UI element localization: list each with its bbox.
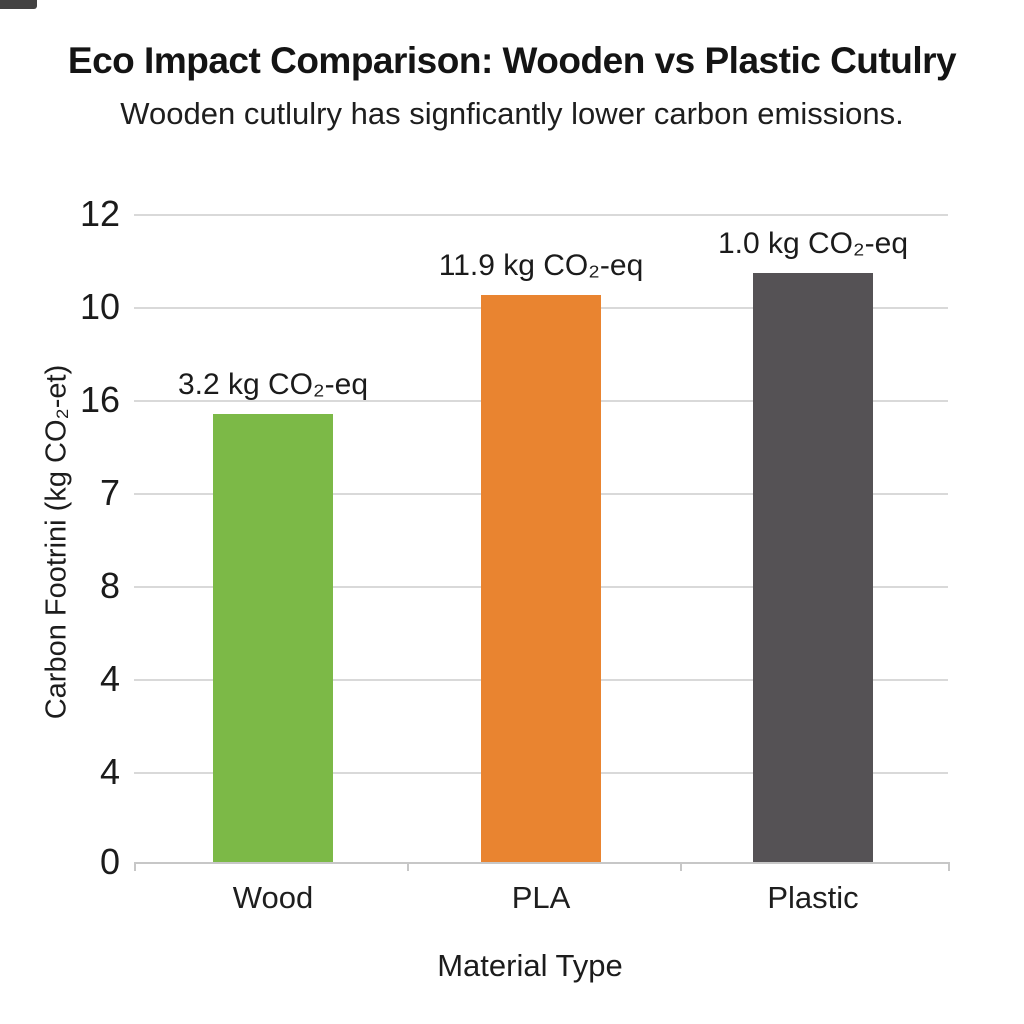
bar-plastic — [753, 273, 873, 862]
x-axis-tick — [134, 862, 136, 871]
x-category-label: Wood — [232, 880, 314, 915]
gridline — [134, 214, 948, 216]
bar-pla — [481, 295, 601, 862]
y-tick-label: 4 — [99, 658, 120, 699]
y-tick-label: 4 — [99, 751, 120, 792]
y-tick-label: 0 — [99, 841, 120, 882]
bar-value-label: 11.9 kg CO₂-eq — [438, 249, 644, 282]
y-tick-label: 16 — [79, 379, 120, 420]
x-axis-tick — [407, 862, 409, 871]
x-category-label: Plastic — [767, 880, 859, 915]
chart-title: Eco Impact Comparison: Wooden vs Plastic… — [67, 40, 957, 81]
x-axis-tick — [948, 862, 950, 871]
y-tick-label: 8 — [99, 565, 120, 606]
x-axis-label: Material Type — [437, 948, 623, 983]
y-tick-label: 10 — [79, 286, 120, 327]
x-axis-tick — [680, 862, 682, 871]
bar-wood — [213, 414, 333, 862]
y-tick-label: 7 — [99, 472, 120, 513]
bar-value-label: 1.0 kg CO₂-eq — [717, 227, 909, 260]
y-tick-label: 12 — [79, 193, 120, 234]
chart-subtitle: Wooden cutlulry has signficantly lower c… — [120, 96, 904, 131]
x-category-label: PLA — [511, 880, 571, 915]
corner-artifact — [0, 0, 37, 9]
x-axis-line — [134, 862, 948, 864]
bar-value-label: 3.2 kg CO₂-eq — [177, 368, 369, 401]
